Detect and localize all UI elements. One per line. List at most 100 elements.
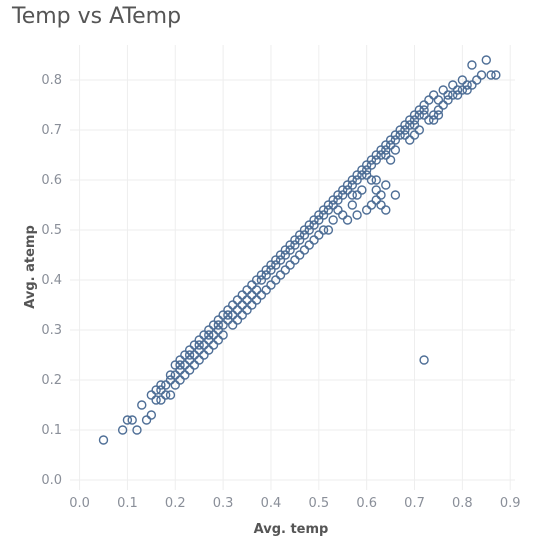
data-point bbox=[184, 365, 195, 375]
data-point bbox=[170, 370, 180, 380]
data-point bbox=[160, 390, 171, 400]
data-point bbox=[170, 360, 180, 370]
data-point bbox=[151, 385, 161, 395]
data-point bbox=[361, 205, 372, 215]
data-point bbox=[376, 190, 386, 200]
data-point bbox=[261, 265, 271, 275]
data-point bbox=[385, 140, 396, 150]
data-point bbox=[390, 190, 401, 200]
data-point bbox=[419, 105, 429, 115]
data-point bbox=[194, 345, 204, 355]
data-point bbox=[184, 350, 195, 360]
data-point bbox=[366, 200, 377, 210]
data-point bbox=[256, 290, 267, 300]
data-point bbox=[261, 285, 271, 295]
data-point bbox=[156, 395, 166, 405]
data-point bbox=[146, 390, 157, 400]
data-point bbox=[395, 130, 405, 140]
data-point bbox=[151, 395, 161, 405]
data-point bbox=[122, 415, 133, 425]
tick-labels: 0.0 0.1 0.2 0.3 0.4 0.5 0.6 0.7 0.8 0.9 0.0 0.1 0.2 0… bbox=[41, 73, 520, 511]
data-point bbox=[247, 290, 257, 300]
data-point bbox=[405, 115, 415, 125]
data-point bbox=[280, 265, 291, 275]
data-point bbox=[419, 355, 429, 365]
data-point bbox=[381, 180, 391, 190]
data-point bbox=[333, 190, 343, 200]
data-point bbox=[98, 435, 109, 445]
data-point bbox=[175, 360, 185, 370]
data-point bbox=[395, 125, 405, 135]
data-point bbox=[381, 150, 391, 160]
data-point bbox=[371, 175, 381, 185]
data-point bbox=[467, 80, 477, 90]
data-point bbox=[266, 260, 276, 270]
data-point bbox=[180, 370, 190, 380]
data-point bbox=[352, 175, 362, 185]
x-tick-label: 0.5 bbox=[308, 496, 329, 511]
data-point bbox=[309, 235, 319, 245]
data-point bbox=[237, 290, 247, 300]
data-point bbox=[204, 330, 214, 340]
data-point bbox=[472, 75, 482, 85]
y-tick-label: 0.2 bbox=[41, 373, 62, 388]
data-point bbox=[481, 55, 491, 65]
data-point bbox=[452, 85, 463, 95]
data-point bbox=[347, 180, 358, 190]
data-point bbox=[438, 85, 448, 95]
data-point bbox=[137, 400, 147, 410]
data-point bbox=[433, 95, 444, 105]
data-point bbox=[491, 70, 501, 80]
data-point bbox=[409, 115, 420, 125]
data-point bbox=[223, 310, 233, 320]
data-point bbox=[309, 215, 319, 225]
data-point bbox=[208, 340, 219, 350]
data-point bbox=[271, 255, 281, 265]
data-point bbox=[428, 110, 439, 120]
data-point bbox=[347, 200, 358, 210]
data-point bbox=[165, 375, 176, 385]
data-point bbox=[184, 345, 195, 355]
data-point bbox=[314, 210, 324, 220]
data-point bbox=[299, 225, 310, 235]
data-point bbox=[376, 150, 386, 160]
x-tick-label: 0.2 bbox=[165, 496, 186, 511]
y-tick-label: 0.1 bbox=[41, 423, 62, 438]
data-point bbox=[385, 135, 396, 145]
y-tick-label: 0.7 bbox=[41, 123, 62, 138]
data-point bbox=[390, 135, 401, 145]
data-point bbox=[266, 265, 276, 275]
data-point bbox=[261, 270, 271, 280]
data-point bbox=[428, 115, 439, 125]
data-point bbox=[390, 145, 401, 155]
data-point bbox=[175, 365, 185, 375]
chart-title: Temp vs ATemp bbox=[12, 4, 182, 29]
data-point bbox=[275, 255, 286, 265]
data-point bbox=[232, 315, 243, 325]
data-point bbox=[294, 250, 305, 260]
data-point bbox=[223, 305, 233, 315]
data-point bbox=[376, 145, 386, 155]
data-point bbox=[352, 190, 362, 200]
data-point bbox=[328, 215, 338, 225]
data-point bbox=[448, 90, 458, 100]
data-point bbox=[294, 235, 305, 245]
data-point bbox=[189, 350, 200, 360]
data-point bbox=[357, 185, 367, 195]
data-point bbox=[385, 155, 396, 165]
x-tick-label: 0.4 bbox=[261, 496, 282, 511]
data-point bbox=[156, 380, 166, 390]
y-axis-label: Avg. atemp bbox=[23, 225, 38, 309]
data-point bbox=[218, 330, 228, 340]
data-point bbox=[290, 255, 300, 265]
y-tick-label: 0.8 bbox=[41, 73, 62, 88]
data-point bbox=[342, 215, 353, 225]
data-point bbox=[290, 240, 300, 250]
data-point bbox=[414, 105, 425, 115]
data-point bbox=[180, 360, 190, 370]
data-point bbox=[462, 85, 472, 95]
y-tick-label: 0.0 bbox=[41, 473, 62, 488]
data-point bbox=[338, 210, 348, 220]
data-point bbox=[199, 350, 209, 360]
